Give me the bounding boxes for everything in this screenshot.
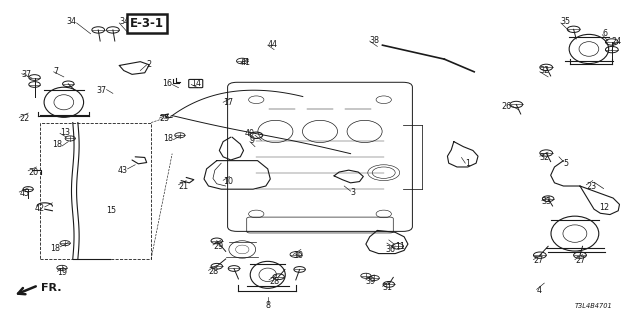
Text: 43: 43 (118, 166, 127, 175)
Text: 20: 20 (28, 168, 38, 177)
Text: 27: 27 (575, 256, 585, 265)
Text: 31: 31 (383, 283, 392, 292)
Text: 37: 37 (97, 86, 106, 95)
Text: 35: 35 (561, 17, 571, 26)
Text: 5: 5 (563, 159, 568, 168)
Text: FR.: FR. (41, 283, 61, 292)
Text: 29: 29 (213, 242, 223, 251)
Text: T3L4B4701: T3L4B4701 (575, 303, 613, 309)
Text: 32: 32 (540, 153, 550, 162)
Text: 8: 8 (265, 301, 270, 310)
Text: 18: 18 (163, 134, 173, 143)
Text: 34: 34 (67, 17, 77, 26)
Text: 4: 4 (537, 286, 541, 295)
Text: 18: 18 (50, 244, 60, 253)
Text: 22: 22 (19, 114, 29, 123)
Text: 23: 23 (586, 181, 596, 190)
Text: E-3-1: E-3-1 (130, 17, 164, 30)
Text: 32: 32 (540, 66, 550, 75)
Text: 7: 7 (54, 67, 59, 76)
Text: 1: 1 (465, 159, 470, 168)
Text: 33: 33 (541, 197, 552, 206)
Text: 38: 38 (370, 36, 380, 44)
Text: 39: 39 (366, 277, 376, 286)
Text: 11: 11 (395, 242, 405, 251)
Text: 2: 2 (147, 60, 152, 69)
Text: 6: 6 (602, 28, 607, 38)
Text: 19: 19 (58, 268, 68, 277)
Text: 30: 30 (293, 251, 303, 260)
Text: 10: 10 (223, 177, 233, 186)
Text: 37: 37 (22, 70, 32, 79)
Text: 24: 24 (612, 36, 622, 45)
Text: 27: 27 (534, 256, 544, 265)
Text: 25: 25 (159, 114, 170, 123)
Text: 28: 28 (269, 277, 279, 286)
Text: 34: 34 (119, 17, 129, 26)
Text: 16: 16 (162, 79, 172, 88)
Text: 21: 21 (179, 181, 189, 190)
Text: 28: 28 (209, 267, 219, 276)
Text: 14: 14 (191, 79, 202, 88)
Text: 13: 13 (60, 128, 70, 137)
Text: 26: 26 (501, 102, 511, 111)
Text: 45: 45 (19, 189, 29, 198)
Text: 18: 18 (52, 140, 62, 149)
Text: 17: 17 (223, 99, 233, 108)
Text: 36: 36 (385, 245, 395, 254)
Text: 9: 9 (250, 136, 255, 145)
Text: 40: 40 (245, 130, 255, 139)
Text: 15: 15 (106, 206, 116, 215)
Text: 3: 3 (351, 188, 356, 197)
Text: 12: 12 (599, 203, 609, 212)
Text: 44: 44 (268, 40, 278, 49)
Text: 42: 42 (35, 204, 45, 213)
Text: 41: 41 (241, 58, 250, 67)
